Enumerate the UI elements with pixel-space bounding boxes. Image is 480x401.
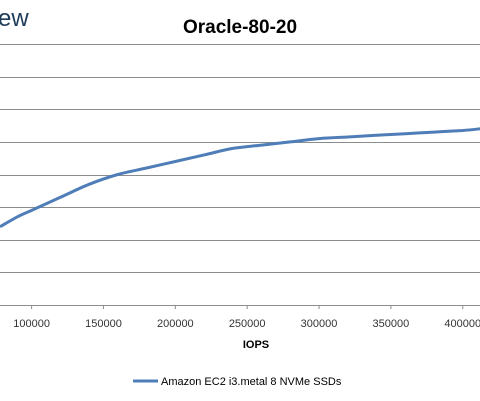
chart-title: Oracle-80-20 xyxy=(183,17,297,38)
x-axis-title: IOPS xyxy=(243,339,269,351)
x-tick-label-200000: 200000 xyxy=(157,318,194,330)
legend[interactable]: Amazon EC2 i3.metal 8 NVMe SSDs xyxy=(133,376,342,388)
series-line-0 xyxy=(0,127,480,229)
brand-logo-fragment: ew xyxy=(0,5,29,32)
series-lines xyxy=(0,127,480,229)
legend-label: Amazon EC2 i3.metal 8 NVMe SSDs xyxy=(161,376,342,388)
x-tick-label-250000: 250000 xyxy=(229,318,266,330)
x-tick-label-150000: 150000 xyxy=(85,318,122,330)
x-tick-label-350000: 350000 xyxy=(373,318,410,330)
x-tick-label-400000: 400000 xyxy=(444,318,480,330)
x-tick-label-300000: 300000 xyxy=(301,318,338,330)
x-tick-label-100000: 100000 xyxy=(13,318,50,330)
gridlines xyxy=(0,44,480,306)
x-axis-ticks: 100000 150000 200000 250000 300000 350000 4000… xyxy=(13,305,480,330)
